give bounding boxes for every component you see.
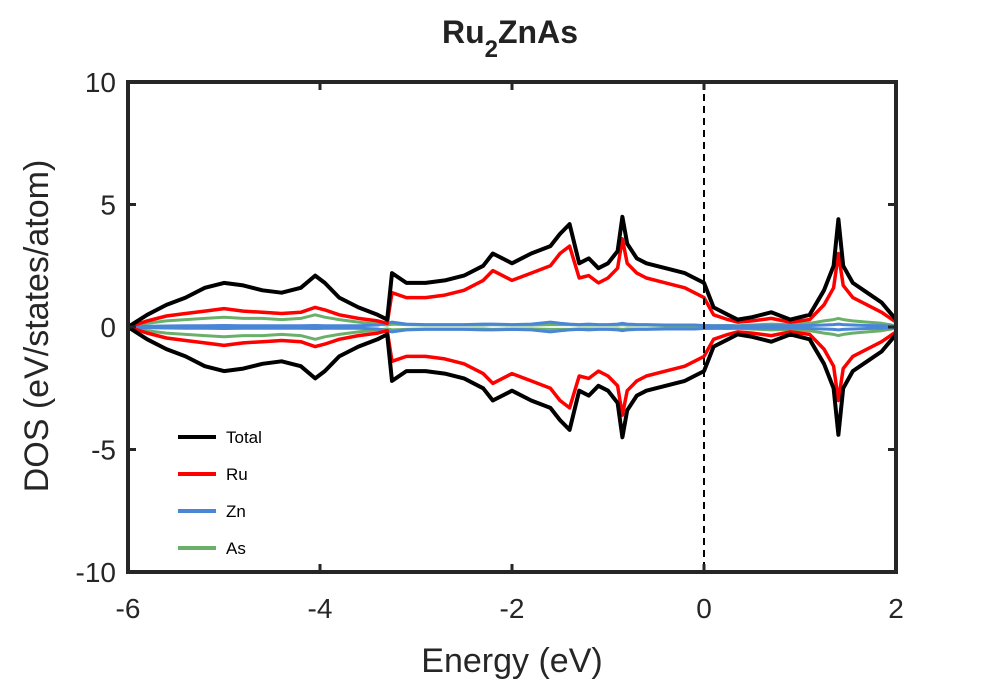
legend-label-total: Total — [226, 428, 262, 447]
y-tick-label: -5 — [91, 435, 116, 466]
axis-layer: -6 -4 -2 0 2 -10 -5 0 5 10 — [76, 67, 904, 624]
series-line-ru-down — [127, 325, 897, 417]
y-tick-label: -10 — [76, 557, 116, 588]
series-layer — [126, 214, 898, 440]
series-line-ru-up — [127, 237, 897, 329]
x-axis-label: Energy (eV) — [421, 642, 602, 680]
x-tick-label: -2 — [500, 593, 525, 624]
series-line-total-up — [126, 214, 898, 329]
x-tick-label: 2 — [888, 593, 904, 624]
chart-title: Ru2ZnAs — [442, 14, 578, 63]
title-subscript: 2 — [485, 36, 498, 63]
y-tick-label: 10 — [85, 67, 116, 98]
legend-label-zn: Zn — [226, 502, 246, 521]
y-tick-label: 5 — [100, 190, 116, 221]
legend: Total Ru Zn As — [178, 428, 262, 558]
legend-label-as: As — [226, 539, 246, 558]
x-tick-label: 0 — [696, 593, 712, 624]
series-line-zn-up — [127, 320, 897, 329]
y-axis-label: DOS (eV/states/atom) — [18, 160, 56, 493]
legend-label-ru: Ru — [226, 465, 248, 484]
x-tick-label: -6 — [116, 593, 141, 624]
x-tick-label: -4 — [308, 593, 333, 624]
y-tick-label: 0 — [100, 312, 116, 343]
series-line-total-down — [126, 325, 898, 440]
series-line-zn-down — [127, 325, 897, 334]
